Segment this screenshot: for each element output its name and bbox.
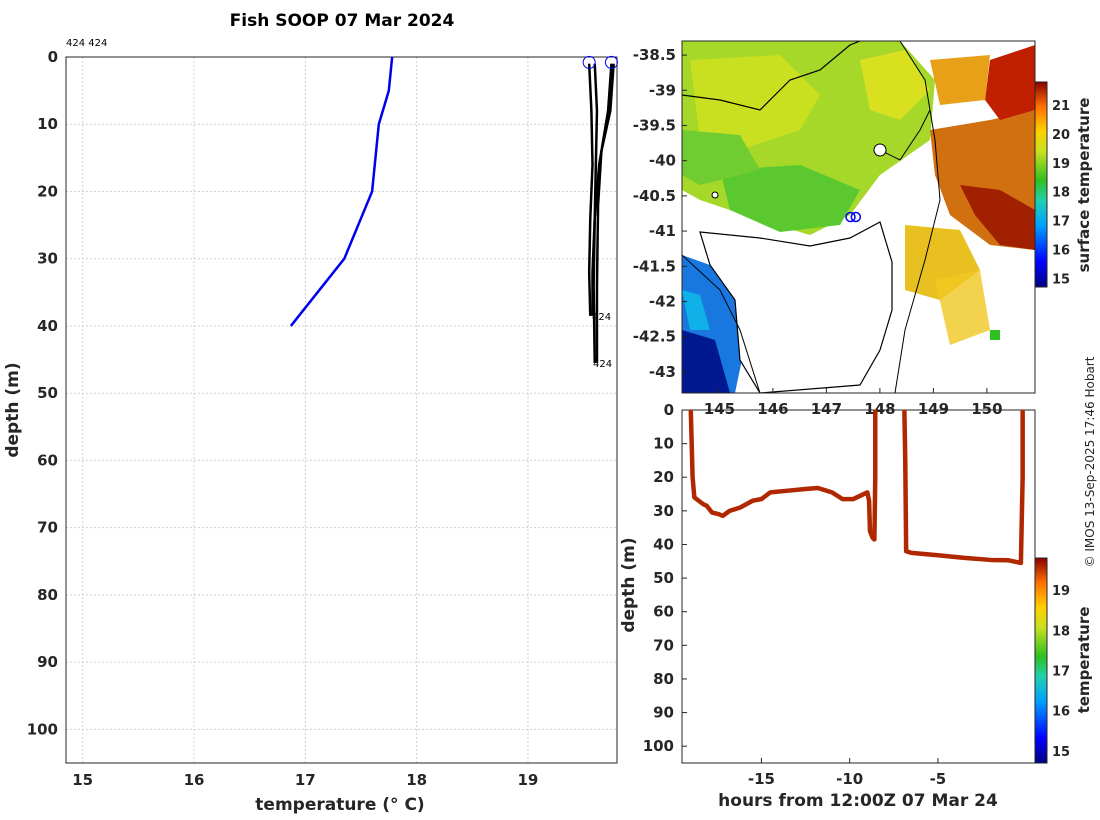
profile-xlabel: temperature (° C) (255, 795, 424, 815)
map-ytick: -39 (649, 81, 676, 99)
profile-label-1: 424 (592, 312, 611, 323)
depth-time-ytick: 40 (653, 535, 674, 553)
map-ytick: -40.5 (633, 187, 676, 205)
temperature-colorbar-tick: 17 (1052, 665, 1070, 680)
map-xtick: 150 (971, 400, 1002, 418)
depth-time-ytick: 100 (643, 737, 674, 755)
sst-colorbar-tick: 20 (1052, 128, 1070, 143)
profile-ylabel: depth (m) (3, 362, 23, 457)
profile-ytick: 20 (37, 182, 58, 200)
temperature-colorbar (1034, 557, 1048, 764)
temperature-colorbar-tick: 18 (1052, 624, 1070, 639)
profile-panel: 15 16 17 18 19 0 10 20 30 40 50 60 70 80 90 100 424 424… (3, 38, 618, 815)
depth-time-panel: -15 -10 -5 0 10 20 30 40 50 60 70 80 90 100 hours fro… (619, 401, 1093, 811)
profile-xtick: 19 (518, 771, 539, 789)
depth-time-xtick: -15 (748, 770, 775, 788)
map-xtick: 148 (864, 400, 895, 418)
figure-title: Fish SOOP 07 Mar 2024 (230, 11, 455, 31)
temperature-colorbar-tick: 16 (1052, 705, 1070, 720)
map-xtick: 149 (918, 400, 949, 418)
depth-time-ytick: 80 (653, 670, 674, 688)
sst-colorbar-tick: 16 (1052, 243, 1070, 258)
profile-xtick: 18 (406, 771, 427, 789)
temperature-colorbar-label: temperature (1075, 607, 1093, 714)
profile-xtick: 17 (295, 771, 316, 789)
depth-time-ytick: 50 (653, 569, 674, 587)
profile-top-labels: 424 424 (66, 38, 107, 49)
map-ytick: -42.5 (633, 328, 676, 346)
sst-colorbar (1034, 81, 1048, 288)
depth-time-ytick: 70 (653, 636, 674, 654)
sst-colorbar-tick: 21 (1052, 99, 1070, 114)
depth-time-ytick: 0 (664, 401, 674, 419)
profile-ytick: 90 (37, 653, 58, 671)
profile-ytick: 80 (37, 586, 58, 604)
depth-time-ylabel: depth (m) (619, 537, 639, 632)
depth-time-xtick: -10 (836, 770, 863, 788)
depth-time-axes-frame (681, 409, 1036, 764)
map-xtick: 146 (757, 400, 788, 418)
profile-start-marker (604, 55, 618, 69)
sst-colorbar-tick: 18 (1052, 186, 1070, 201)
profile-ytick: 50 (37, 384, 58, 402)
profile-line-selected-profile (289, 56, 394, 327)
map-ytick: -41.5 (633, 257, 676, 275)
profile-start-marker (582, 55, 596, 69)
depth-time-xlabel: hours from 12:00Z 07 Mar 24 (718, 791, 998, 811)
sst-colorbar-label: surface temperature (1075, 98, 1093, 273)
map-ytick: -39.5 (633, 116, 676, 134)
profile-ytick: 70 (37, 519, 58, 537)
depth-time-ytick: 60 (653, 603, 674, 621)
depth-time-ytick: 20 (653, 468, 674, 486)
map-ytick: -41 (649, 222, 676, 240)
profile-axes-frame (65, 56, 618, 764)
sst-map-panel: -38.5 -39 -39.5 -40 -40.5 -41 -41.5 -42 -42.5 -43… (633, 40, 1093, 418)
profile-ytick: 0 (48, 48, 58, 66)
map-xtick: 145 (704, 400, 735, 418)
map-track-point (845, 211, 856, 223)
map-ytick: -40 (649, 152, 676, 170)
sst-colorbar-tick: 17 (1052, 215, 1070, 230)
profile-ytick: 40 (37, 317, 58, 335)
profile-ytick: 100 (27, 720, 58, 738)
profile-ytick: 30 (37, 250, 58, 268)
temperature-colorbar-tick: 15 (1052, 745, 1070, 760)
depth-time-ytick: 90 (653, 704, 674, 722)
sst-field (682, 41, 1035, 393)
temperature-colorbar-tick: 19 (1052, 584, 1070, 599)
sst-colorbar-tick: 15 (1052, 272, 1070, 287)
depth-time-ytick: 30 (653, 502, 674, 520)
profile-ytick: 60 (37, 451, 58, 469)
profile-line-profile-1 (587, 63, 594, 316)
map-track-point (850, 211, 862, 223)
depth-time-ytick: 10 (653, 435, 674, 453)
sst-colorbar-tick: 19 (1052, 157, 1070, 172)
depth-time-line-tow-2 (902, 409, 1025, 566)
profile-ytick: 10 (37, 115, 58, 133)
map-xtick: 147 (811, 400, 842, 418)
map-ytick: -43 (649, 363, 676, 381)
profile-label-2: 424 (593, 359, 612, 370)
credit-text: © IMOS 13-Sep-2025 17:46 Hobart (1083, 356, 1097, 567)
profile-xtick: 15 (72, 771, 93, 789)
map-ytick: -42 (649, 292, 676, 310)
profile-xtick: 16 (184, 771, 205, 789)
profile-line-profile-3 (592, 63, 599, 363)
map-ytick: -38.5 (633, 46, 676, 64)
profile-line-profile-4 (595, 63, 615, 363)
depth-time-line-tow-1 (688, 409, 878, 542)
depth-time-xtick: -5 (930, 770, 947, 788)
